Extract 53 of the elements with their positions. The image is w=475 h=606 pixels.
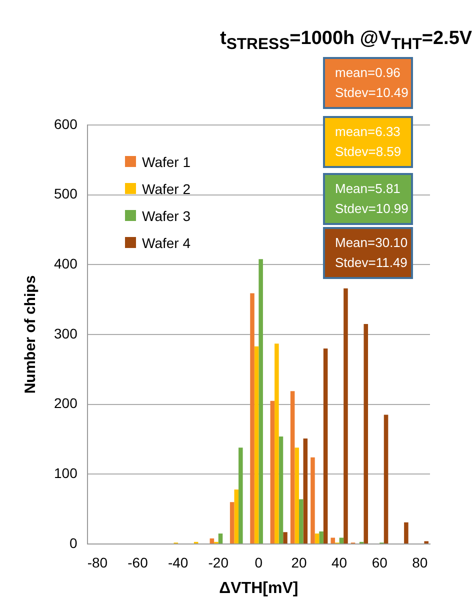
bar	[310, 457, 315, 544]
legend-label: Wafer 1	[141, 152, 190, 172]
bar	[230, 502, 234, 544]
x-axis-title: ΔVTH[mV]	[219, 580, 298, 597]
y-tick-label: 200	[54, 395, 78, 412]
legend-label: Wafer 3	[141, 206, 190, 226]
x-tick-label: 40	[332, 554, 348, 570]
bar	[278, 436, 284, 544]
bar	[330, 538, 336, 544]
chart-title: t$_{STRESS}$=1000h @V$_{THT}$=2.5V	[220, 28, 472, 54]
bar	[258, 259, 263, 544]
bar	[303, 438, 308, 544]
x-tick-label: -80	[87, 554, 108, 570]
y-tick-label: 0	[70, 534, 78, 551]
bar	[234, 490, 239, 544]
legend-label: Wafer 2	[141, 180, 190, 198]
x-tick-label: -40	[168, 554, 188, 570]
bar	[270, 400, 275, 544]
bar	[250, 293, 254, 544]
text: mean=0.96 Stdev=10.49	[323, 57, 413, 109]
y-tick-label: 400	[54, 256, 78, 272]
y-tick-label: 500	[54, 186, 78, 202]
bar	[319, 531, 324, 544]
bar	[344, 288, 348, 544]
bar	[314, 534, 320, 544]
bar	[290, 391, 295, 544]
y-tick-label: 100	[54, 465, 78, 482]
x-tick-label: 20	[291, 554, 307, 570]
bar	[274, 344, 279, 544]
bar	[283, 532, 288, 544]
x-tick-label: -60	[128, 554, 148, 570]
bar	[254, 346, 259, 544]
bar	[339, 538, 344, 544]
annotation: mean=6.33 Stdev=8.59	[323, 116, 413, 168]
bar	[323, 348, 328, 544]
bar	[210, 538, 214, 544]
bar	[404, 522, 408, 544]
x-tick-label: 60	[372, 554, 388, 570]
bar	[298, 499, 304, 544]
annotation: Mean=5.81 Stdev=10.99	[323, 173, 413, 225]
bar	[218, 534, 223, 544]
bar	[294, 448, 299, 544]
y-axis-title: Number of chips	[22, 275, 40, 394]
bar	[384, 414, 388, 544]
x-tick-label: 0	[254, 554, 263, 570]
bar	[238, 448, 243, 544]
legend-label: Wafer 4	[141, 234, 190, 252]
bar	[364, 324, 368, 544]
x-tick-label: -20	[208, 554, 229, 570]
x-tick-label: 80	[412, 554, 428, 570]
y-tick-label: 300	[54, 325, 78, 342]
y-tick-label: 600	[54, 116, 78, 132]
annotation: Mean=30.10 Stdev=11.49	[323, 227, 413, 279]
